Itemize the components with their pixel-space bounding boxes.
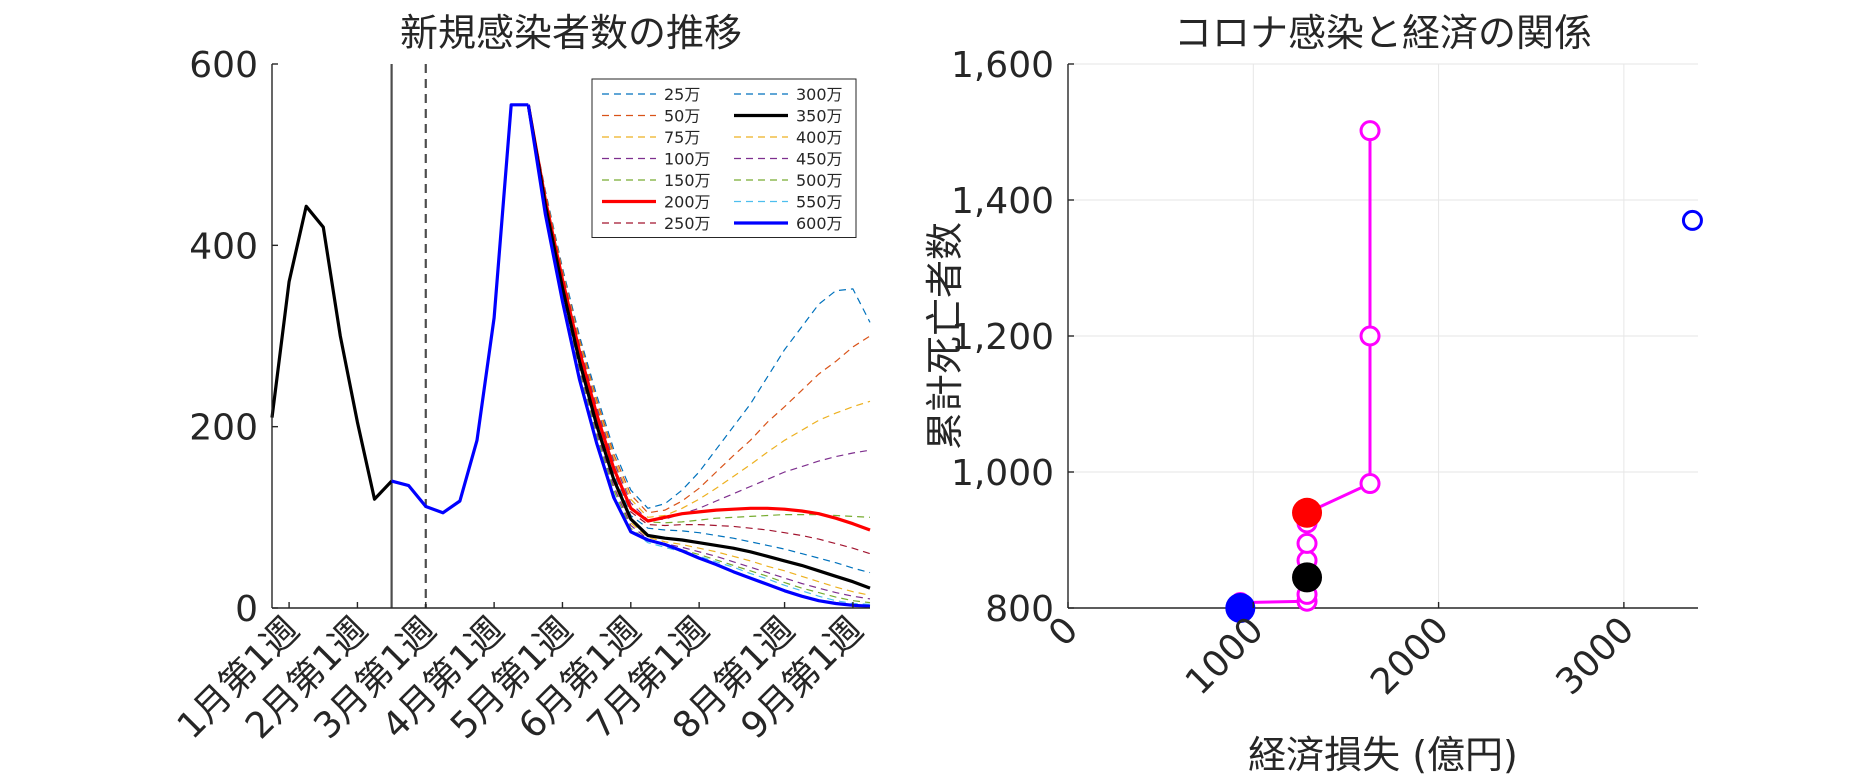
series-line-500万 [527, 104, 871, 604]
legend-label: 200万 [664, 193, 711, 212]
infection-trend-chart: 新規感染者数の推移 1月第1週2月第1週3月第1週4月第1週5月第1週6月第1週… [170, 11, 872, 747]
legend-label: 400万 [796, 128, 843, 147]
series-line-200万 [526, 104, 871, 532]
series-line-50万 [527, 104, 871, 514]
series-line-400万 [527, 104, 871, 596]
x-axis-label: 経済損失 (億円) [1248, 733, 1518, 777]
y-tick-label: 1,400 [951, 181, 1054, 222]
filled-point-350万 [1292, 562, 1323, 593]
legend-label: 75万 [664, 128, 700, 147]
legend-label: 550万 [796, 193, 843, 212]
outlier-point [1681, 209, 1703, 231]
legend-label: 50万 [664, 107, 700, 126]
y-tick-label: 800 [985, 589, 1054, 630]
common-line [391, 103, 529, 515]
y-tick-label: 600 [189, 45, 258, 86]
y-tick-label: 1,000 [951, 453, 1054, 494]
filled-point-200万 [1292, 497, 1323, 528]
legend-label: 150万 [664, 171, 711, 190]
y-tick-label: 0 [235, 589, 258, 630]
legend-label: 25万 [664, 85, 700, 104]
y-tick-label: 400 [189, 226, 258, 267]
legend-label: 500万 [796, 171, 843, 190]
series-line-75万 [527, 104, 871, 518]
hollow-point [1359, 473, 1381, 495]
economy-relation-chart: コロナ感染と経済の関係 0 1000 2000 3000 8001,0001,2001… [923, 11, 1703, 777]
history-line [270, 204, 393, 501]
y-tick-label: 1,600 [951, 45, 1054, 86]
series-line-350万 [526, 104, 871, 590]
series-line-100万 [527, 104, 871, 521]
chart-title: コロナ感染と経済の関係 [1174, 11, 1592, 55]
series-line-450万 [527, 104, 871, 600]
legend-label: 450万 [796, 150, 843, 169]
legend-label: 100万 [664, 150, 711, 169]
legend-box [591, 78, 857, 238]
y-tick-label: 1,200 [951, 317, 1054, 358]
x-tick-label: 2000 [1363, 609, 1457, 703]
hollow-point [1359, 325, 1381, 347]
hollow-point [1359, 120, 1381, 142]
series-line-25万 [527, 104, 871, 509]
hollow-point [1296, 532, 1318, 554]
chart-title: 新規感染者数の推移 [400, 11, 742, 55]
legend-label: 600万 [796, 214, 843, 233]
legend-label: 350万 [796, 107, 843, 126]
y-axis-label: 累計死亡者数 [923, 222, 967, 450]
legend-label: 300万 [796, 85, 843, 104]
legend-label: 250万 [664, 214, 711, 233]
x-tick-label: 3000 [1548, 609, 1642, 703]
legend: 25万 50万 75万 100万 150万 200万 250万 300万 350万 400万 450… [591, 78, 857, 238]
series-line-600万 [526, 104, 871, 608]
y-tick-label: 200 [189, 408, 258, 449]
x-tick-label: 1000 [1178, 609, 1272, 703]
filled-point-600万 [1225, 593, 1256, 623]
